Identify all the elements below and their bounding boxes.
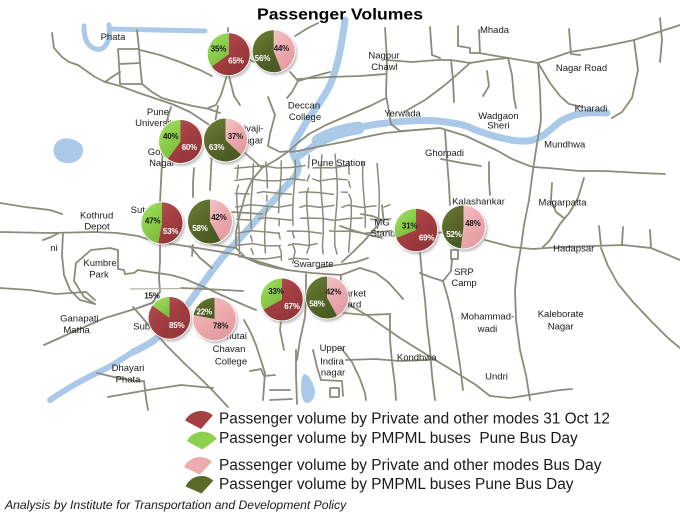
svg-text:wadi: wadi <box>477 324 498 335</box>
svg-text:63%: 63% <box>209 143 224 152</box>
svg-text:Market: Market <box>337 288 366 299</box>
svg-text:Park: Park <box>89 270 109 281</box>
svg-text:Camp: Camp <box>451 278 476 289</box>
svg-text:33%: 33% <box>268 287 283 296</box>
svg-text:Phata: Phata <box>101 32 127 43</box>
svg-text:Magarpatta: Magarpatta <box>538 198 587 209</box>
svg-text:37%: 37% <box>228 132 243 141</box>
svg-text:48%: 48% <box>465 219 480 228</box>
svg-text:42%: 42% <box>326 288 341 297</box>
svg-text:65%: 65% <box>228 57 243 66</box>
svg-text:Swargate: Swargate <box>293 259 333 270</box>
svg-text:Yerwada: Yerwada <box>384 109 421 120</box>
svg-text:Depot: Depot <box>84 222 110 233</box>
svg-text:Matha: Matha <box>63 325 90 336</box>
svg-text:University: University <box>135 118 177 129</box>
svg-text:Ganapati: Ganapati <box>60 313 99 324</box>
svg-text:Hadapsar: Hadapsar <box>553 244 594 255</box>
svg-text:69%: 69% <box>419 234 434 243</box>
svg-text:Venutai: Venutai <box>215 331 247 342</box>
svg-text:Nagar: Nagar <box>548 322 574 333</box>
svg-text:44%: 44% <box>274 44 289 53</box>
svg-text:Passenger volume by Private an: Passenger volume by Private and other mo… <box>219 457 602 474</box>
svg-text:College: College <box>289 112 321 123</box>
svg-text:47%: 47% <box>145 216 160 225</box>
svg-text:40%: 40% <box>163 132 178 141</box>
svg-text:Shivaji-: Shivaji- <box>232 124 263 135</box>
svg-text:35%: 35% <box>211 44 226 53</box>
svg-text:Mundhwa: Mundhwa <box>544 140 586 151</box>
svg-text:85%: 85% <box>169 321 184 330</box>
svg-text:Kalashankar: Kalashankar <box>452 197 505 208</box>
svg-text:67%: 67% <box>284 302 299 311</box>
svg-text:nagar: nagar <box>239 136 263 147</box>
svg-text:Stand: Stand <box>371 229 396 240</box>
svg-text:58%: 58% <box>309 300 324 309</box>
svg-text:Pune Station: Pune Station <box>311 158 365 169</box>
svg-text:Passenger volume by PMPML buse: Passenger volume by PMPML buses Pune Bus… <box>219 476 574 493</box>
svg-text:58%: 58% <box>192 224 207 233</box>
svg-text:Ghorpadi: Ghorpadi <box>425 148 464 159</box>
svg-text:College: College <box>215 357 247 368</box>
svg-text:52%: 52% <box>446 230 461 239</box>
svg-text:Passenger volume by Private an: Passenger volume by Private and other mo… <box>219 411 610 428</box>
svg-text:Kothrud: Kothrud <box>80 210 113 221</box>
svg-text:Indira: Indira <box>320 357 344 368</box>
svg-text:56%: 56% <box>255 54 270 63</box>
svg-text:SRP: SRP <box>454 267 474 278</box>
svg-text:60%: 60% <box>182 143 197 152</box>
svg-text:53%: 53% <box>163 227 178 236</box>
svg-text:Nagar: Nagar <box>149 158 175 169</box>
svg-text:Mohammad-: Mohammad- <box>461 312 514 323</box>
svg-text:78%: 78% <box>213 322 228 331</box>
svg-text:Sheri: Sheri <box>487 121 509 132</box>
svg-text:22%: 22% <box>196 307 211 316</box>
svg-text:42%: 42% <box>211 213 226 222</box>
svg-text:Analysis by Institute for Tran: Analysis by Institute for Transportation… <box>4 498 347 512</box>
svg-text:Kharadi: Kharadi <box>575 104 608 115</box>
svg-text:yard: yard <box>343 300 361 311</box>
svg-text:Dhayari: Dhayari <box>112 363 145 374</box>
svg-text:Kaleborate: Kaleborate <box>538 309 584 320</box>
svg-text:Phata: Phata <box>116 375 142 386</box>
svg-text:31%: 31% <box>402 222 417 231</box>
svg-text:Chavan: Chavan <box>213 344 246 355</box>
svg-text:Pune: Pune <box>147 107 169 118</box>
svg-text:Upper: Upper <box>320 343 346 354</box>
svg-text:Deccan: Deccan <box>288 101 320 112</box>
svg-text:MG: MG <box>374 218 389 229</box>
svg-text:Chawl: Chawl <box>371 62 397 73</box>
svg-text:nagar: nagar <box>321 368 345 379</box>
svg-text:Nagpur: Nagpur <box>368 51 399 62</box>
svg-text:ni: ni <box>50 243 57 254</box>
svg-text:Sutar: Sutar <box>131 205 154 216</box>
svg-text:Kondhwa: Kondhwa <box>397 353 437 364</box>
svg-text:Wadgaon: Wadgaon <box>478 111 518 122</box>
svg-text:Passenger volume by PMPML buse: Passenger volume by PMPML buses Pune Bus… <box>219 430 578 447</box>
svg-text:15%: 15% <box>144 292 159 301</box>
svg-text:Passenger Volumes: Passenger Volumes <box>257 7 423 24</box>
svg-text:Mhada: Mhada <box>480 25 510 36</box>
svg-text:Kumbre: Kumbre <box>83 258 116 269</box>
svg-text:Undri: Undri <box>485 372 508 383</box>
svg-text:Nagar Road: Nagar Road <box>556 63 607 74</box>
